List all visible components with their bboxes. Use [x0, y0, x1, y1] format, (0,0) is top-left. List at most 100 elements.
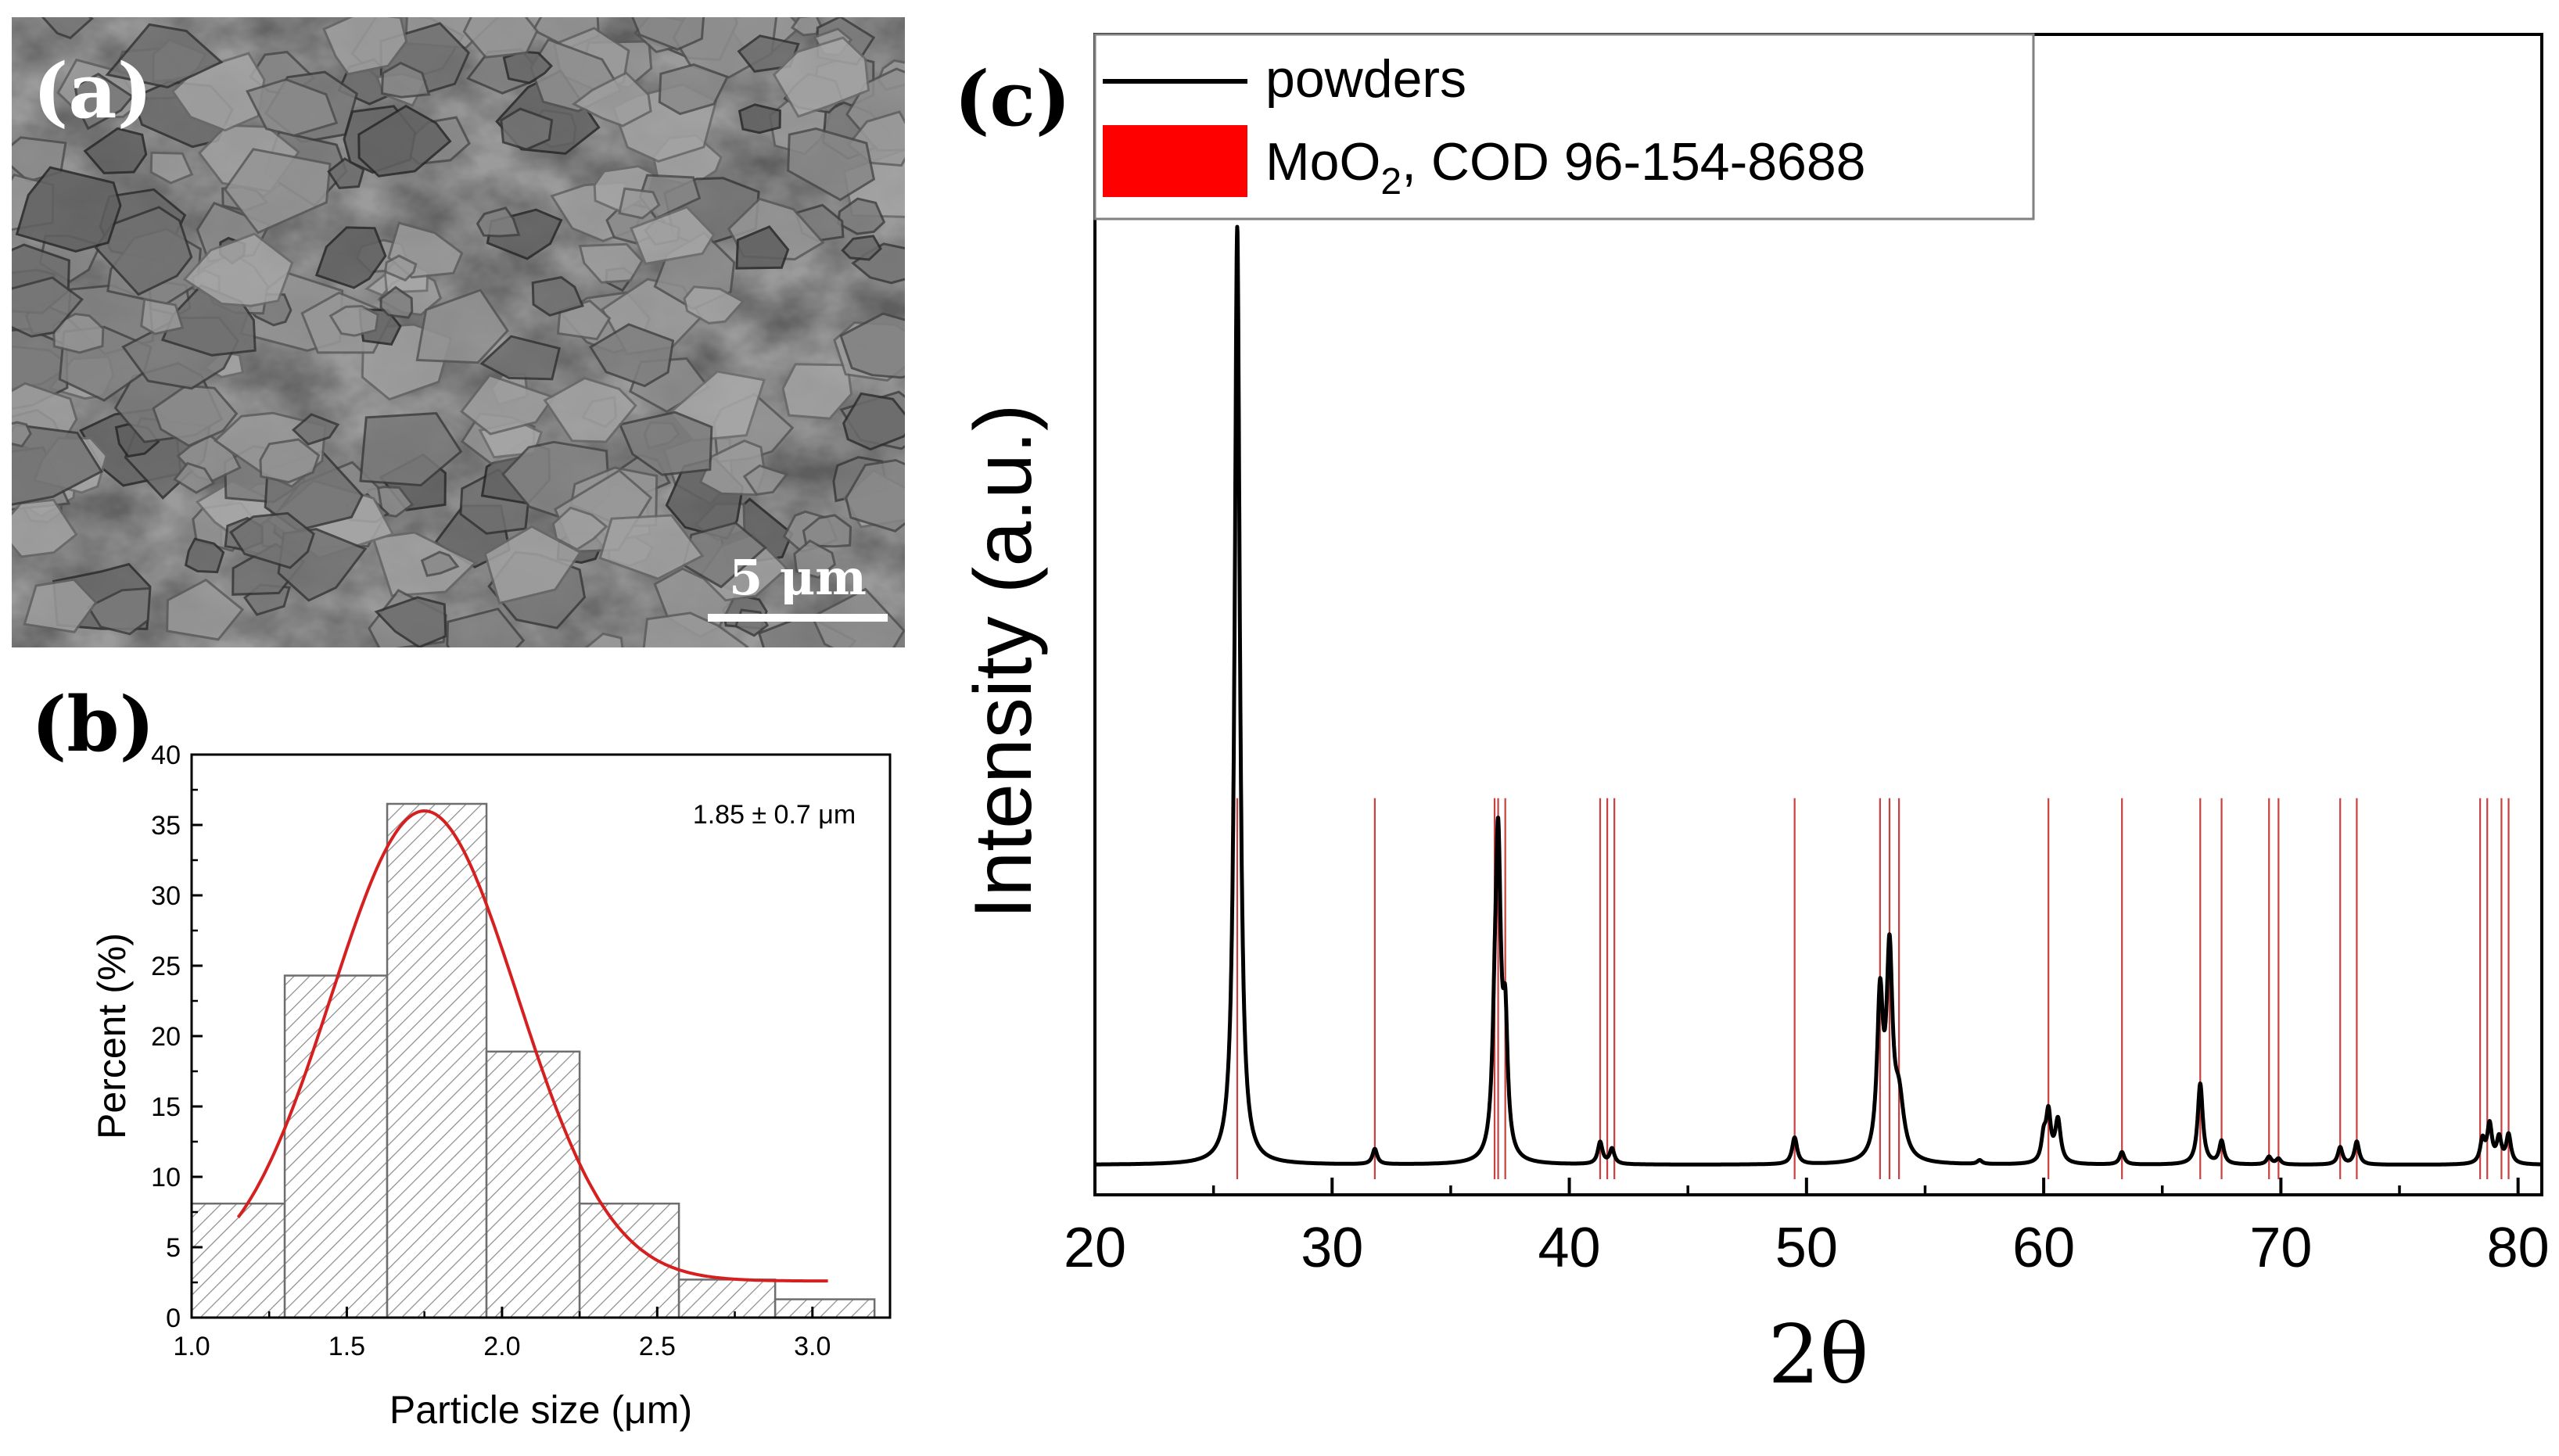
sem-grain	[380, 61, 431, 99]
sem-grain	[74, 72, 135, 131]
sem-grain	[379, 285, 414, 319]
scale-bar-label: 5 μm	[729, 549, 867, 606]
sem-grain	[374, 596, 447, 647]
sem-grain	[415, 289, 509, 364]
panel-c-label: (c)	[954, 55, 1071, 143]
sem-grain	[589, 323, 675, 388]
sem-grain	[152, 384, 239, 447]
histogram-bar	[190, 1202, 286, 1319]
sem-grain	[618, 187, 661, 220]
legend-moo2-subscript: 2	[1380, 161, 1402, 203]
sem-grain	[52, 312, 105, 354]
y-tick-label: 20	[151, 1022, 181, 1052]
y-tick-label: 5	[166, 1233, 181, 1263]
sem-grain	[483, 525, 583, 605]
sem-grain	[446, 608, 526, 647]
sem-grain	[420, 550, 460, 577]
sem-grain	[291, 413, 340, 446]
sem-grain	[737, 34, 800, 74]
histogram-bar	[773, 1298, 876, 1319]
xrd-series-powders	[1093, 224, 2544, 1167]
panel-a: (a) 5 μm	[12, 17, 905, 647]
x-tick-label: 60	[2012, 1217, 2075, 1279]
gaussian-fit-curve	[236, 809, 828, 1283]
sem-grain	[842, 392, 905, 451]
sem-grain	[23, 578, 98, 633]
sem-grain	[223, 148, 332, 235]
xrd-chart: 20 30 40 50 60 70 80 2θ Intensity (a.u.)	[958, 33, 2550, 1402]
sem-grain	[246, 78, 339, 137]
histogram-chart: 1.0 1.5 2.0 2.5 3.0 0 5 10 15 20 25 30 35 40 Particle …	[90, 741, 892, 1432]
xrd-y-axis-title: Intensity (a.u.)	[958, 404, 1049, 920]
sem-grain	[742, 464, 789, 497]
sem-grain	[229, 511, 315, 569]
sem-grain	[327, 157, 365, 189]
y-tick-label: 35	[151, 811, 181, 841]
sem-grain	[460, 374, 556, 436]
y-tick-label: 15	[151, 1092, 181, 1122]
sem-grain	[845, 458, 905, 533]
sem-grain	[328, 304, 379, 337]
sem-grain	[259, 438, 321, 484]
sem-grain	[12, 276, 84, 338]
sem-grain	[15, 166, 122, 253]
histogram-bar	[578, 1202, 680, 1319]
sem-grains	[12, 17, 905, 647]
x-tick-label: 20	[1064, 1217, 1126, 1279]
panel-b-label: (b)	[31, 680, 155, 769]
sem-grain	[781, 363, 853, 420]
panel-c: (c) 20 30 40 50 60 70 80 2θ Intensity (a.u.) pow…	[954, 33, 2550, 1402]
sem-grain	[735, 225, 790, 270]
sem-grain	[41, 17, 94, 40]
x-tick-label: 80	[2487, 1217, 2550, 1279]
legend-box	[1093, 33, 2035, 221]
legend-moo2-suffix: , COD 96-154-8688	[1402, 132, 1865, 192]
sem-grain	[172, 461, 216, 494]
x-tick-label: 2.0	[483, 1332, 520, 1361]
y-tick-label: 40	[151, 741, 181, 770]
x-tick-label: 3.0	[794, 1332, 831, 1361]
sem-grain	[598, 514, 705, 580]
sem-grain	[531, 276, 584, 317]
sem-grain	[642, 611, 749, 647]
sem-grain	[322, 17, 408, 76]
sem-grain	[140, 297, 185, 335]
sem-grain	[787, 127, 876, 202]
sem-grain	[571, 71, 652, 127]
sem-grain	[314, 226, 387, 289]
sem-grain	[476, 206, 521, 238]
sem-grain	[86, 586, 152, 636]
x-tick-label: 50	[1775, 1217, 1838, 1279]
sem-grain	[772, 36, 870, 118]
legend-label-powders: powders	[1265, 49, 1466, 109]
sem-grain	[630, 206, 716, 266]
y-tick-label: 30	[151, 881, 181, 911]
sem-grain	[182, 232, 294, 307]
sem-grain	[578, 242, 644, 284]
sem-grain	[105, 23, 224, 89]
legend-label-moo2: MoO2, COD 96-154-8688	[1265, 132, 1866, 203]
sem-grain	[631, 17, 705, 52]
y-tick-label: 25	[151, 952, 181, 981]
histogram-annotation: 1.85 ± 0.7 μm	[693, 800, 856, 830]
sem-grain	[683, 285, 745, 325]
legend-patch-moo2	[1103, 125, 1247, 197]
sem-grain	[658, 63, 730, 116]
histogram-bar	[485, 1050, 581, 1319]
x-tick-label: 40	[1538, 1217, 1601, 1279]
sem-grain	[383, 254, 418, 282]
x-tick-label: 1.0	[173, 1332, 210, 1361]
legend-moo2-prefix: MoO	[1265, 132, 1380, 192]
sem-grain	[836, 197, 886, 235]
sem-grain	[359, 411, 463, 487]
sem-grain	[12, 421, 32, 448]
x-tick-label: 30	[1301, 1217, 1363, 1279]
sem-grain	[357, 104, 452, 178]
sem-grain	[462, 17, 539, 59]
x-tick-label: 1.5	[328, 1332, 365, 1361]
histogram-bar	[386, 802, 488, 1319]
y-tick-label: 10	[151, 1163, 181, 1192]
histogram-bar	[283, 974, 389, 1319]
sem-grain	[839, 312, 905, 379]
